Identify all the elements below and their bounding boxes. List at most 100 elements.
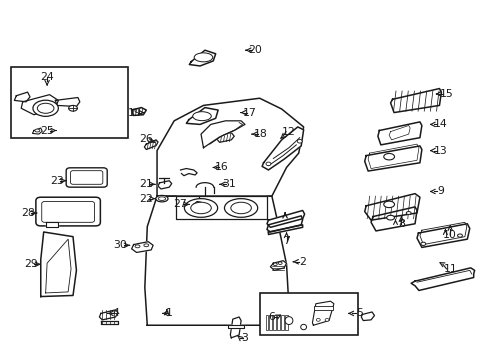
Text: 8: 8 [398,219,405,229]
Bar [11,67,128,138]
Text: 21: 21 [140,179,153,189]
Polygon shape [417,224,470,247]
Text: 15: 15 [440,89,453,99]
FancyBboxPatch shape [71,171,103,184]
Text: 20: 20 [248,45,262,55]
Polygon shape [175,196,267,219]
Text: 3: 3 [242,333,248,343]
Ellipse shape [37,103,54,113]
Ellipse shape [35,129,40,132]
Polygon shape [145,196,289,325]
Ellipse shape [325,319,329,321]
Polygon shape [269,225,303,234]
Text: 31: 31 [222,179,236,189]
Bar [270,315,272,330]
Ellipse shape [184,199,218,217]
Bar [285,315,288,330]
Polygon shape [32,128,42,134]
Polygon shape [99,310,118,320]
Polygon shape [313,301,334,325]
Text: 28: 28 [21,208,34,218]
Ellipse shape [266,162,271,166]
FancyBboxPatch shape [66,168,107,187]
Polygon shape [189,50,216,66]
Bar [277,315,280,330]
Text: 25: 25 [40,126,54,135]
Polygon shape [371,207,417,231]
Polygon shape [21,95,58,115]
Polygon shape [270,261,287,270]
Text: 23: 23 [50,176,64,186]
Bar [315,306,333,310]
Ellipse shape [224,199,258,217]
Ellipse shape [194,53,213,62]
Text: 22: 22 [140,194,153,204]
Text: 11: 11 [443,264,457,274]
Ellipse shape [193,112,211,121]
Text: 7: 7 [283,236,290,246]
Polygon shape [132,108,147,116]
Ellipse shape [69,105,77,111]
Ellipse shape [278,262,282,265]
Text: 30: 30 [114,240,127,250]
Text: 27: 27 [173,199,187,210]
Polygon shape [132,242,153,252]
FancyBboxPatch shape [42,202,95,222]
Polygon shape [101,320,118,324]
Bar [266,315,268,330]
Ellipse shape [135,245,140,248]
Text: 17: 17 [243,108,257,118]
Polygon shape [158,181,172,189]
Polygon shape [267,216,303,232]
Text: 18: 18 [254,129,268,139]
Ellipse shape [387,215,394,220]
Polygon shape [365,194,420,220]
Polygon shape [186,108,218,125]
Ellipse shape [231,202,251,214]
Ellipse shape [285,317,293,324]
Text: 16: 16 [215,162,228,172]
Ellipse shape [317,319,320,321]
Bar [260,293,358,335]
Ellipse shape [191,202,211,214]
Polygon shape [201,121,245,148]
Ellipse shape [421,242,426,246]
Polygon shape [361,312,374,320]
Text: 6: 6 [269,312,275,322]
Text: 10: 10 [443,230,457,239]
Text: 29: 29 [24,259,38,269]
Ellipse shape [301,324,307,330]
Text: 13: 13 [434,145,447,156]
Ellipse shape [273,263,277,266]
Polygon shape [157,98,304,196]
Text: 2: 2 [299,257,306,267]
Text: 1: 1 [166,309,172,318]
Ellipse shape [33,100,58,116]
Polygon shape [194,202,202,208]
Ellipse shape [458,234,463,237]
Ellipse shape [406,212,411,215]
Polygon shape [217,133,234,142]
Text: 5: 5 [356,309,363,318]
Bar [281,315,284,330]
Polygon shape [41,232,76,297]
Polygon shape [14,92,30,102]
Ellipse shape [384,153,394,160]
Polygon shape [262,127,304,170]
Polygon shape [145,140,158,149]
Bar [273,315,276,330]
Ellipse shape [384,201,394,208]
FancyBboxPatch shape [36,197,100,226]
Polygon shape [55,98,80,107]
Polygon shape [267,211,305,227]
Ellipse shape [156,195,168,202]
Text: 12: 12 [282,127,296,136]
Text: 9: 9 [437,186,444,197]
Polygon shape [378,122,422,145]
Text: 19: 19 [128,108,142,118]
Text: 24: 24 [40,72,54,82]
Polygon shape [391,89,441,113]
Ellipse shape [297,139,302,143]
Text: 4: 4 [112,309,119,318]
Ellipse shape [158,197,166,201]
